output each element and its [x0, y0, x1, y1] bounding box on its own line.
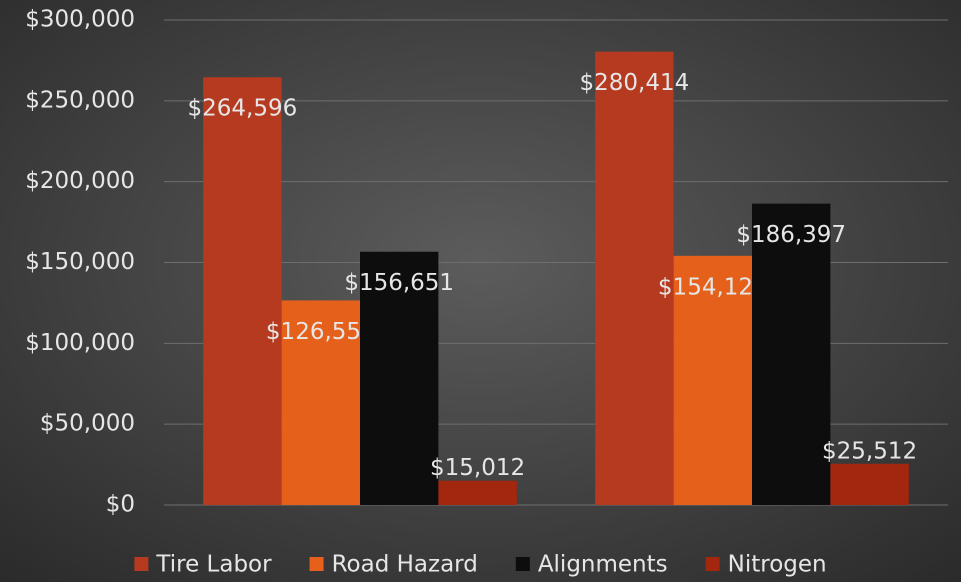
- legend-label: Road Hazard: [332, 552, 478, 578]
- y-tick-label: $0: [106, 492, 135, 518]
- data-label: $280,414: [580, 70, 690, 96]
- bar: [830, 463, 909, 505]
- legend-label: Tire Labor: [155, 552, 272, 578]
- bar: [360, 251, 439, 505]
- data-label: $264,596: [188, 96, 298, 122]
- data-label: $154,127: [658, 274, 768, 300]
- data-label: $186,397: [736, 222, 846, 248]
- data-label: $25,512: [822, 438, 917, 464]
- bar: [438, 480, 517, 505]
- bar: [752, 203, 831, 505]
- bar: [203, 77, 282, 506]
- y-tick-label: $50,000: [40, 411, 135, 437]
- bar: [281, 300, 360, 505]
- bar: [673, 255, 752, 505]
- legend-swatch: [705, 557, 720, 571]
- y-tick-label: $200,000: [25, 168, 135, 194]
- data-label: $15,012: [430, 455, 525, 481]
- legend-swatch: [134, 557, 149, 571]
- legend-label: Nitrogen: [728, 552, 827, 578]
- y-tick-label: $100,000: [25, 330, 135, 356]
- legend-swatch: [309, 557, 324, 571]
- data-label: $156,651: [344, 270, 454, 296]
- y-tick-label: $300,000: [25, 7, 135, 33]
- y-tick-label: $150,000: [25, 249, 135, 275]
- data-label: $126,555: [266, 319, 376, 345]
- bar: [595, 51, 674, 505]
- legend-swatch: [515, 557, 530, 571]
- y-tick-label: $250,000: [25, 87, 135, 113]
- legend-label: Alignments: [538, 552, 668, 578]
